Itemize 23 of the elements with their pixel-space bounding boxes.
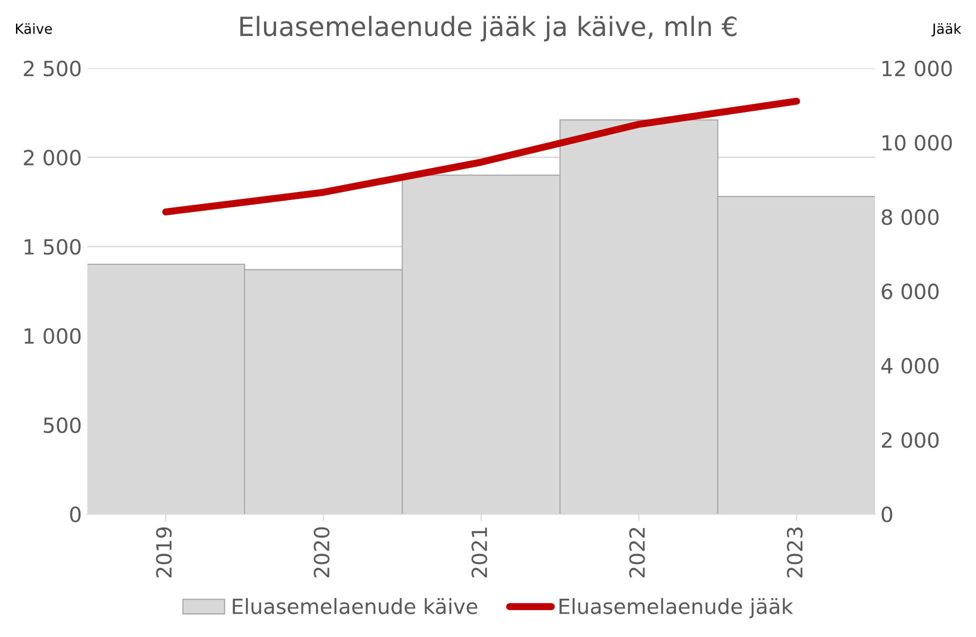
y-tick-label: 1 500 [24, 238, 81, 255]
y2-axis-title: Jääk [931, 23, 962, 37]
y2-tick-label: 4 000 [881, 358, 939, 374]
y-tick-label: 500 [44, 417, 81, 434]
legend-label: Eluasemelaenude jääk [560, 598, 794, 618]
y-tick-label: 0 [70, 506, 81, 522]
x-tick-label: 2020 [314, 527, 330, 578]
x-tick-label: 2022 [629, 528, 645, 578]
y2-tick-label: 2 000 [882, 432, 939, 448]
x-tick-label: 2021 [471, 528, 488, 578]
y-tick-label: 2 500 [24, 60, 81, 76]
x-tick-label: 2019 [156, 527, 172, 578]
y2-tick-label: 8 000 [882, 209, 939, 226]
y-tick-label: 2 000 [24, 150, 81, 166]
y2-tick-label: 12 000 [882, 60, 952, 76]
y2-tick-label: 10 000 [882, 134, 952, 151]
y2-tick-label: 0 [882, 506, 892, 522]
y-axis-title: Käive [16, 23, 52, 34]
chart-title: Eluasemelaenude jääk ja käive, mln € [240, 16, 737, 42]
legend-label: Eluasemelaenude käive [232, 598, 478, 614]
y2-tick-label: 6 000 [882, 284, 939, 300]
y-tick-label: 1 000 [24, 328, 81, 344]
x-tick-label: 2023 [786, 528, 803, 578]
